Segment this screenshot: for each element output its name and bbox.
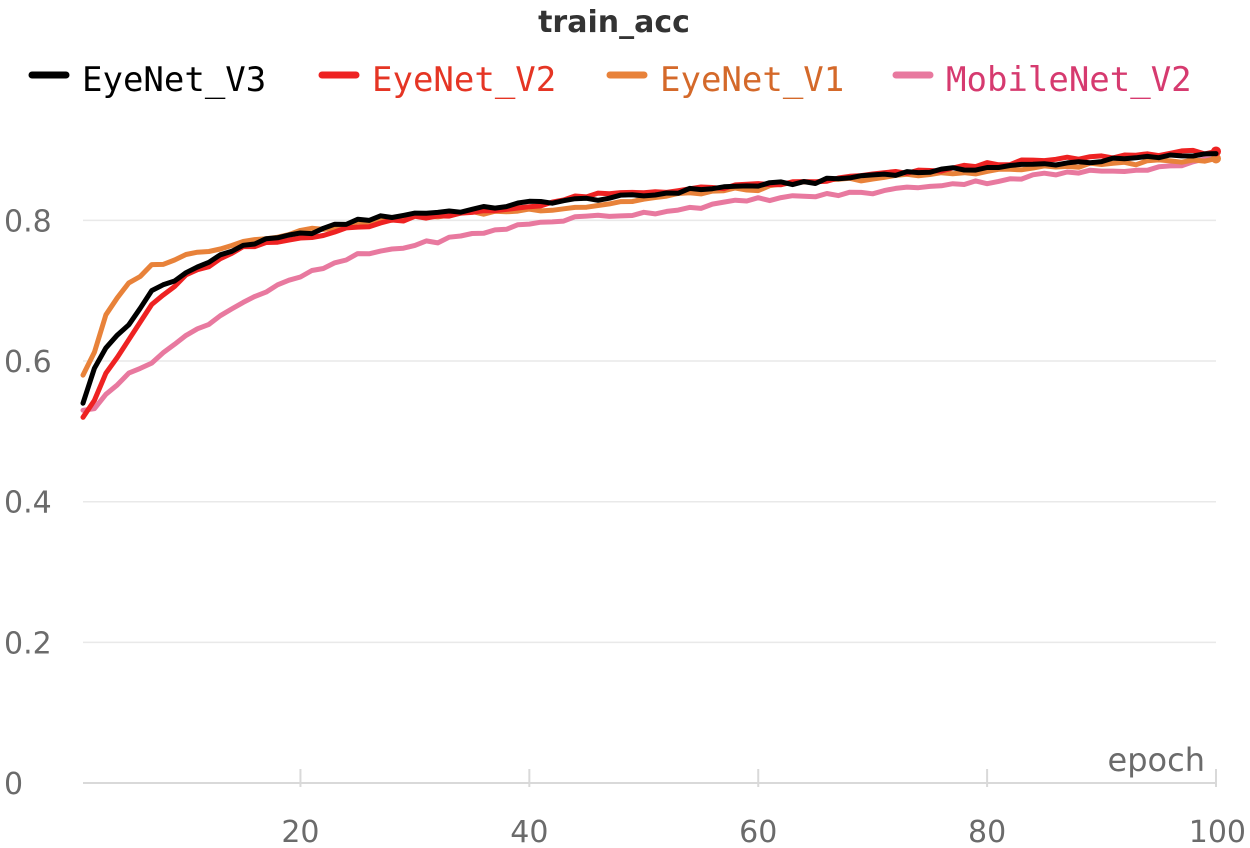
y-tick-label: 0 [4,767,23,802]
x-tick-label: 80 [968,815,1006,848]
legend-label: EyeNet_V3 [82,60,266,100]
legend-label: EyeNet_V1 [660,60,844,100]
series-line-mobilenet-v2 [80,156,1219,413]
x-axis-label: epoch [1108,741,1205,779]
gridlines [83,219,1216,644]
series-lines [80,146,1221,420]
legend-label: MobileNet_V2 [946,60,1192,100]
y-tick-label: 0.8 [4,204,52,239]
axes: 0 0.2 0.4 0.6 0.8 20 40 60 80 100 [4,204,1246,848]
y-tick-label: 0.6 [4,345,52,380]
y-tick-label: 0.2 [4,626,52,661]
chart-title: train_acc [538,5,690,40]
y-tick-label: 0.4 [4,486,52,521]
x-tick-label: 20 [281,815,319,848]
x-tick-label: 100 [1189,815,1246,848]
x-tick-label: 60 [739,815,777,848]
series-line-eyenet-v2 [80,147,1219,420]
x-tick-label: 40 [510,815,548,848]
legend-label: EyeNet_V2 [372,60,556,100]
series-line-eyenet-v3 [80,151,1219,406]
legend: EyeNet_V3 EyeNet_V2 EyeNet_V1 MobileNet_V2 [28,60,1192,100]
